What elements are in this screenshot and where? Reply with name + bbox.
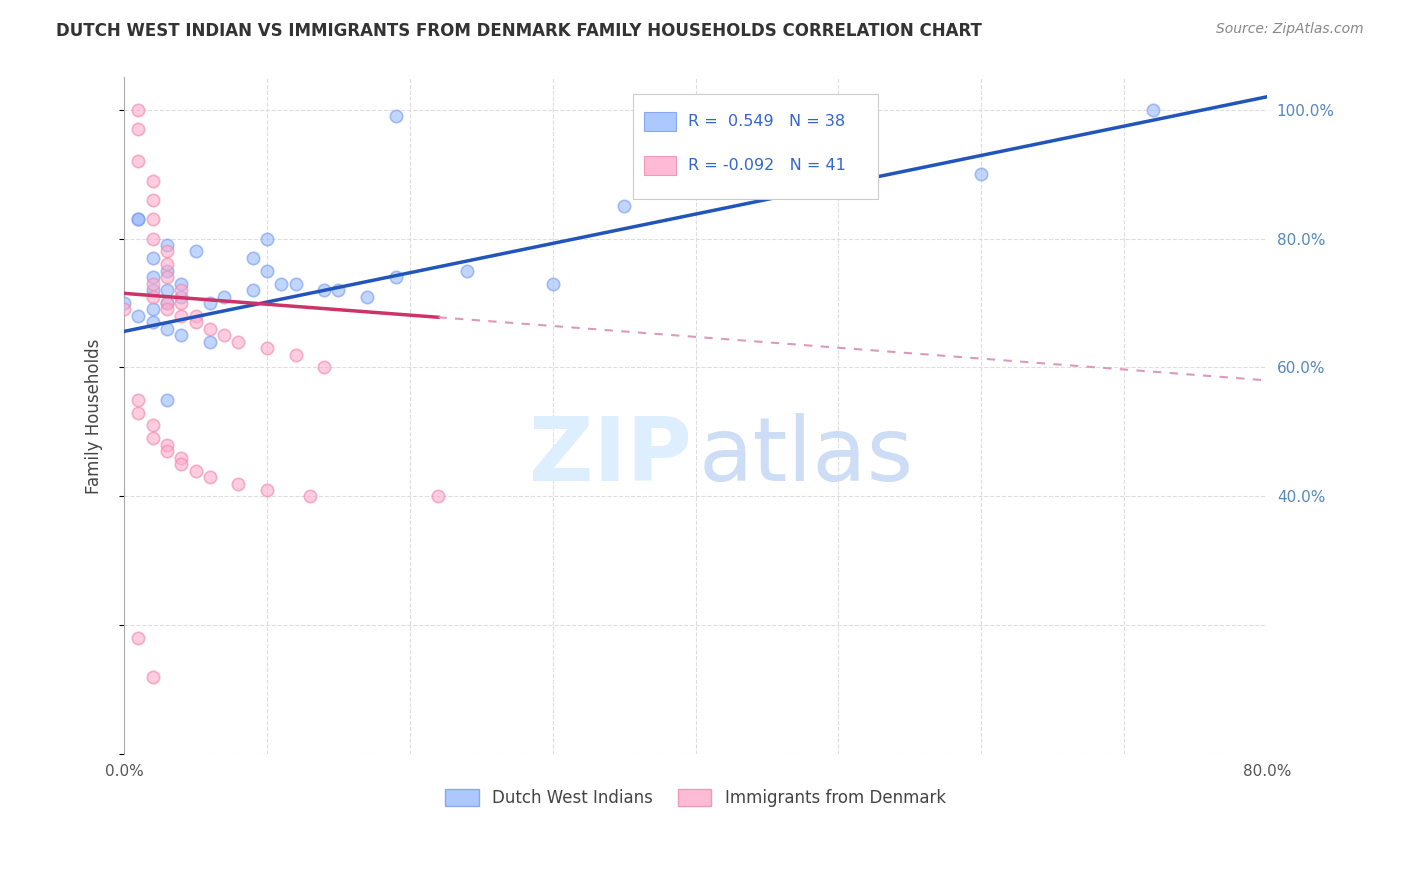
Point [142,193,165,207]
Point [184,244,207,259]
Point [212,289,235,303]
Point [198,322,221,336]
Point [356,289,378,303]
Point [142,173,165,187]
Point [142,231,165,245]
Point [314,283,336,297]
Point [156,438,179,452]
Point [142,212,165,227]
Text: R = -0.092   N = 41: R = -0.092 N = 41 [688,158,845,173]
FancyBboxPatch shape [644,112,676,131]
Point [156,392,179,407]
Point [328,283,350,297]
Text: DUTCH WEST INDIAN VS IMMIGRANTS FROM DENMARK FAMILY HOUSEHOLDS CORRELATION CHART: DUTCH WEST INDIAN VS IMMIGRANTS FROM DEN… [56,22,983,40]
Point [127,631,149,645]
Point [541,277,564,291]
Point [142,289,165,303]
Text: R =  0.549   N = 38: R = 0.549 N = 38 [688,114,845,129]
Point [127,392,149,407]
Point [156,296,179,310]
Point [256,483,278,497]
Point [184,309,207,323]
Point [298,489,321,503]
Point [156,238,179,252]
Point [170,309,193,323]
Point [127,212,149,227]
Point [284,348,307,362]
Point [198,296,221,310]
Point [170,289,193,303]
Point [270,277,292,291]
Point [184,464,207,478]
Point [242,251,264,265]
Point [156,257,179,271]
Text: atlas: atlas [699,413,914,500]
Point [384,270,406,285]
Point [142,270,165,285]
Point [142,315,165,329]
Point [112,302,135,317]
Text: Source: ZipAtlas.com: Source: ZipAtlas.com [1216,22,1364,37]
Point [156,264,179,278]
Point [127,154,149,169]
Point [112,296,135,310]
Point [142,302,165,317]
Point [456,264,478,278]
Point [156,322,179,336]
FancyBboxPatch shape [633,95,879,199]
Point [156,296,179,310]
Text: ZIP: ZIP [530,413,692,500]
Point [212,328,235,343]
Point [970,167,993,181]
Point [142,283,165,297]
Point [184,315,207,329]
Y-axis label: Family Households: Family Households [86,338,103,493]
Point [1142,103,1164,117]
Point [156,283,179,297]
Point [156,270,179,285]
Point [142,670,165,684]
Point [242,283,264,297]
Point [198,334,221,349]
Point [256,264,278,278]
Point [228,334,250,349]
Point [156,302,179,317]
Point [284,277,307,291]
Point [127,309,149,323]
Point [256,341,278,355]
Point [256,231,278,245]
Point [142,418,165,433]
Point [170,277,193,291]
Point [384,109,406,123]
Point [198,470,221,484]
Point [170,328,193,343]
Point [142,277,165,291]
Point [142,431,165,445]
Point [127,103,149,117]
Point [170,450,193,465]
Point [170,457,193,471]
Point [127,212,149,227]
Point [314,360,336,375]
Point [613,199,636,213]
Point [827,180,849,194]
Point [170,296,193,310]
Point [142,251,165,265]
Point [228,476,250,491]
Point [427,489,450,503]
Point [127,122,149,136]
Point [156,244,179,259]
FancyBboxPatch shape [644,156,676,175]
Legend: Dutch West Indians, Immigrants from Denmark: Dutch West Indians, Immigrants from Denm… [439,782,952,814]
Point [170,283,193,297]
Point [156,444,179,458]
Point [127,406,149,420]
